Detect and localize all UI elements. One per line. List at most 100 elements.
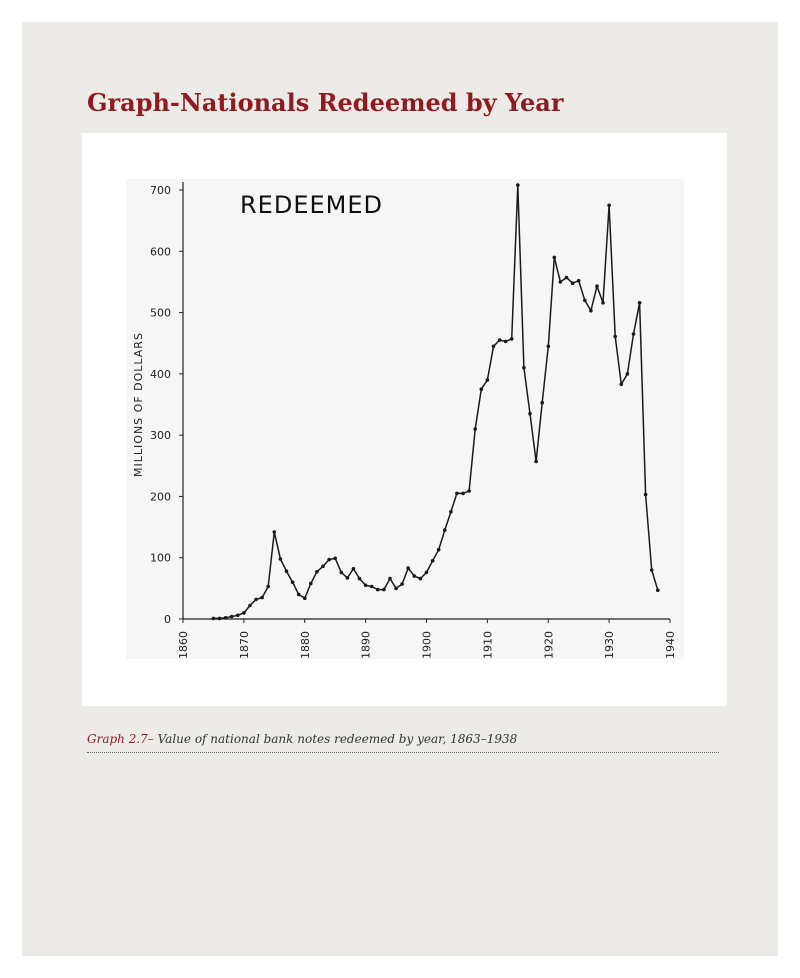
- data-point: [583, 298, 587, 303]
- x-tick-label: 1900: [421, 631, 434, 659]
- data-point: [266, 584, 270, 589]
- data-point: [643, 492, 648, 497]
- data-point: [607, 203, 611, 208]
- data-point: [613, 334, 617, 339]
- data-point: [211, 616, 216, 621]
- data-point: [528, 411, 532, 416]
- y-tick-label: 0: [164, 613, 171, 626]
- data-point: [546, 344, 551, 349]
- data-point: [558, 280, 563, 284]
- data-point: [589, 308, 593, 313]
- data-point: [461, 491, 465, 496]
- data-point: [242, 611, 246, 615]
- data-point: [229, 614, 234, 619]
- data-point: [467, 489, 471, 493]
- series-line: [213, 184, 659, 620]
- data-point: [485, 378, 490, 382]
- x-tick-label: 1870: [238, 631, 251, 659]
- chart-title: REDEEMED: [240, 191, 383, 219]
- data-point: [290, 580, 295, 584]
- y-tick-label: 400: [150, 368, 171, 381]
- data-point: [406, 566, 411, 570]
- data-point: [278, 557, 283, 561]
- data-point: [309, 581, 313, 586]
- data-point: [497, 338, 502, 342]
- y-tick-label: 100: [150, 552, 171, 565]
- data-point: [595, 284, 599, 288]
- data-point: [357, 576, 362, 581]
- data-point: [327, 557, 331, 562]
- caption-label: Graph 2.7–: [87, 732, 154, 746]
- data-point: [339, 570, 344, 575]
- y-tick-label: 300: [150, 429, 171, 442]
- data-point: [333, 556, 337, 561]
- data-point: [540, 400, 544, 405]
- data-point: [534, 459, 538, 464]
- data-point: [430, 559, 435, 563]
- data-point: [619, 382, 624, 387]
- data-point: [223, 616, 228, 620]
- data-point: [284, 569, 289, 573]
- data-point: [382, 587, 386, 592]
- data-point: [491, 344, 496, 349]
- data-point: [570, 281, 575, 285]
- data-point: [363, 583, 368, 588]
- data-point: [217, 616, 222, 621]
- figure-caption: Graph 2.7– Value of national bank notes …: [87, 732, 719, 753]
- data-point: [601, 301, 605, 305]
- data-point: [260, 595, 264, 600]
- caption-text: Value of national bank notes redeemed by…: [153, 732, 518, 746]
- data-point: [400, 582, 404, 586]
- data-point: [394, 586, 398, 591]
- data-point: [455, 491, 459, 496]
- y-axis-label: MILLIONS OF DOLLARS: [132, 332, 145, 477]
- data-point: [509, 337, 514, 341]
- x-tick-label: 1880: [299, 631, 312, 659]
- data-point: [376, 587, 380, 592]
- y-tick-label: 500: [150, 307, 171, 320]
- data-point: [449, 510, 453, 514]
- y-tick-label: 200: [150, 490, 171, 503]
- data-point: [436, 547, 441, 552]
- data-point: [443, 528, 447, 532]
- data-point: [473, 427, 478, 431]
- data-point: [321, 564, 325, 569]
- data-point: [388, 576, 392, 581]
- x-tick-label: 1890: [360, 631, 373, 659]
- data-point: [315, 570, 319, 574]
- data-point: [564, 275, 569, 280]
- data-point: [254, 597, 258, 602]
- data-point: [637, 301, 642, 305]
- data-point: [345, 576, 350, 580]
- data-point: [479, 387, 484, 391]
- data-point: [576, 278, 581, 283]
- data-point: [522, 365, 526, 370]
- data-point: [272, 530, 277, 534]
- data-point: [351, 566, 356, 571]
- data-point: [418, 576, 423, 581]
- chart-photo-background: [126, 179, 684, 659]
- redeemed-line-chart: 0 100 200 300 400 500 600 700 1860 1870 1880 1890 19…: [126, 179, 684, 659]
- page-title: Graph-Nationals Redeemed by Year: [87, 88, 564, 117]
- data-point: [631, 332, 636, 336]
- data-point: [248, 603, 252, 608]
- data-point: [516, 183, 520, 187]
- data-point: [649, 568, 654, 572]
- data-point: [552, 255, 557, 260]
- data-point: [303, 596, 307, 600]
- x-tick-label: 1910: [481, 631, 494, 659]
- data-point: [656, 588, 660, 592]
- data-point: [296, 592, 301, 597]
- x-tick-label: 1920: [542, 631, 555, 659]
- data-point: [625, 372, 630, 376]
- data-point: [236, 613, 240, 618]
- x-tick-label: 1860: [177, 631, 190, 659]
- x-tick-label: 1930: [603, 631, 616, 659]
- x-tick-label: 1940: [664, 631, 677, 659]
- data-point: [412, 574, 417, 578]
- data-point: [503, 339, 508, 344]
- y-tick-label: 600: [150, 245, 171, 258]
- y-tick-label: 700: [150, 184, 171, 197]
- data-point: [369, 584, 374, 589]
- data-point: [424, 570, 429, 575]
